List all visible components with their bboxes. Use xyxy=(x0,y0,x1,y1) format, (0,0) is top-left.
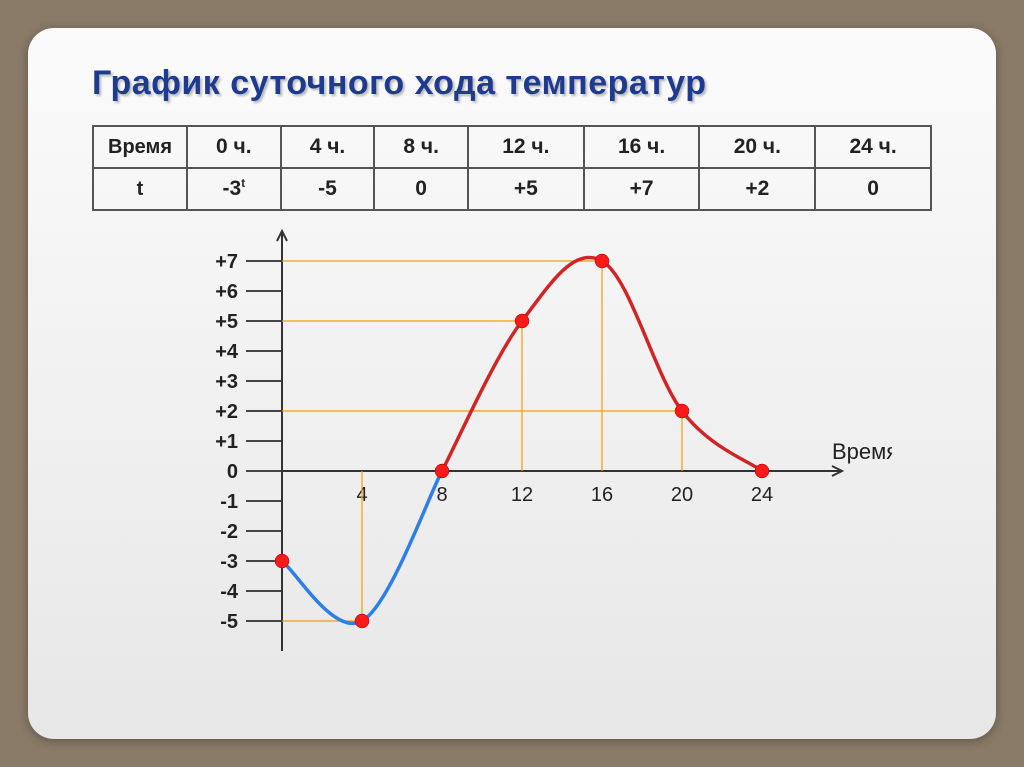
table-row-time: Время 0 ч. 4 ч. 8 ч. 12 ч. 16 ч. 20 ч. 2… xyxy=(93,126,931,168)
outer-frame: График суточного хода температур Время 0… xyxy=(0,0,1024,767)
table-cell: +5 xyxy=(468,168,584,210)
table-cell: 20 ч. xyxy=(699,126,815,168)
svg-text:+5: +5 xyxy=(215,311,238,333)
svg-text:8: 8 xyxy=(436,484,447,506)
svg-text:+4: +4 xyxy=(215,341,239,363)
table-cell: 16 ч. xyxy=(584,126,700,168)
table-cell: +2 xyxy=(699,168,815,210)
table-cell: 8 ч. xyxy=(374,126,468,168)
svg-text:-1: -1 xyxy=(220,491,238,513)
chart-svg: -5-4-3-2-10+1+2+3+4+5+6+74812162024Время xyxy=(172,221,892,681)
table-cell: -3t xyxy=(187,168,281,210)
svg-text:Время: Время xyxy=(832,439,892,464)
table-cell: 0 xyxy=(815,168,931,210)
svg-text:-3: -3 xyxy=(220,551,238,573)
row-header-time: Время xyxy=(93,126,187,168)
data-table: Время 0 ч. 4 ч. 8 ч. 12 ч. 16 ч. 20 ч. 2… xyxy=(92,125,932,211)
row-header-t: t xyxy=(93,168,187,210)
table-cell: 0 xyxy=(374,168,468,210)
svg-text:-5: -5 xyxy=(220,611,238,633)
temperature-chart: -5-4-3-2-10+1+2+3+4+5+6+74812162024Время xyxy=(172,221,892,681)
svg-text:-2: -2 xyxy=(220,521,238,543)
table-cell: -5 xyxy=(281,168,375,210)
table-cell: 12 ч. xyxy=(468,126,584,168)
svg-text:0: 0 xyxy=(227,461,238,483)
table-cell: +7 xyxy=(584,168,700,210)
table-cell: 4 ч. xyxy=(281,126,375,168)
svg-text:+2: +2 xyxy=(215,401,238,423)
svg-text:12: 12 xyxy=(511,484,533,506)
svg-text:+1: +1 xyxy=(215,431,238,453)
page-title: График суточного хода температур xyxy=(92,64,932,103)
svg-text:20: 20 xyxy=(671,484,693,506)
svg-text:16: 16 xyxy=(591,484,613,506)
svg-text:-4: -4 xyxy=(220,581,239,603)
table-row-values: t -3t -5 0 +5 +7 +2 0 xyxy=(93,168,931,210)
table-cell: 0 ч. xyxy=(187,126,281,168)
svg-text:24: 24 xyxy=(751,484,773,506)
svg-text:+3: +3 xyxy=(215,371,238,393)
slide-panel: График суточного хода температур Время 0… xyxy=(28,28,996,739)
svg-text:+7: +7 xyxy=(215,251,238,273)
svg-text:+6: +6 xyxy=(215,281,238,303)
table-cell: 24 ч. xyxy=(815,126,931,168)
